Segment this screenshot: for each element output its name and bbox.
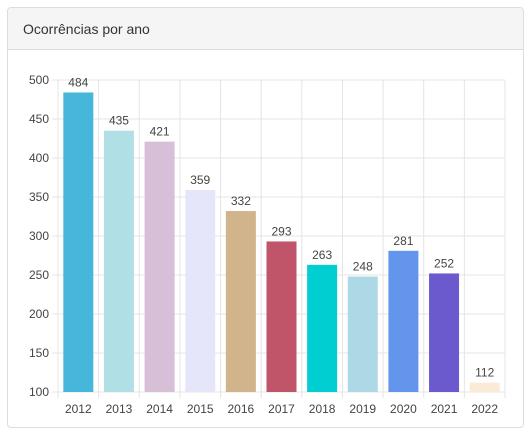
data-label-2013: 435 [109, 114, 129, 128]
y-tick-label: 400 [29, 151, 49, 165]
data-label-2015: 359 [190, 173, 210, 187]
y-tick-label: 450 [29, 112, 49, 126]
bar-2020 [388, 250, 419, 392]
bar-2012 [63, 92, 94, 393]
bar-2016 [225, 211, 256, 392]
x-tick-label-2018: 2018 [309, 402, 336, 416]
chart-area: 100 150 200 250 300 350 400 450 500 484 2012 435 201… [8, 51, 523, 427]
data-label-2020: 281 [393, 234, 413, 248]
bar-2019 [347, 276, 378, 392]
x-tick-label-2019: 2019 [349, 402, 376, 416]
bar-2022 [469, 382, 500, 392]
bar-2015 [185, 189, 216, 392]
y-tick-label: 300 [29, 229, 49, 243]
x-tick-label-2016: 2016 [228, 402, 255, 416]
x-tick-label-2020: 2020 [390, 402, 417, 416]
data-label-2022: 112 [475, 366, 494, 380]
data-label-2021: 252 [434, 256, 454, 270]
y-tick-label: 150 [29, 346, 49, 360]
x-tick-label-2012: 2012 [65, 402, 92, 416]
bar-2013 [103, 130, 134, 392]
x-tick-label-2015: 2015 [187, 402, 214, 416]
bar-2018 [307, 264, 338, 392]
data-label-2012: 484 [68, 75, 88, 89]
data-label-2017: 293 [271, 224, 291, 238]
y-tick-label: 250 [29, 268, 49, 282]
y-tick-label: 500 [29, 73, 49, 87]
bar-2017 [266, 241, 297, 392]
x-tick-label-2013: 2013 [106, 402, 133, 416]
bar-chart: 100 150 200 250 300 350 400 450 500 484 2012 435 201… [29, 73, 506, 416]
bar-2014 [144, 141, 175, 392]
data-label-2016: 332 [231, 194, 251, 208]
x-tick-label-2022: 2022 [471, 402, 498, 416]
data-label-2018: 263 [312, 248, 332, 262]
y-tick-label: 100 [29, 385, 49, 399]
panel-title: Ocorrências por ano [8, 8, 523, 50]
chart-panel: Ocorrências por ano 100 150 200 250 300 350 40… [7, 7, 524, 428]
data-label-2019: 248 [353, 260, 373, 274]
x-tick-label-2014: 2014 [146, 402, 173, 416]
y-tick-label: 200 [29, 307, 49, 321]
x-tick-label-2021: 2021 [431, 402, 458, 416]
data-label-2014: 421 [150, 125, 170, 139]
bar-2021 [429, 273, 460, 392]
y-tick-label: 350 [29, 190, 49, 204]
x-tick-label-2017: 2017 [268, 402, 295, 416]
